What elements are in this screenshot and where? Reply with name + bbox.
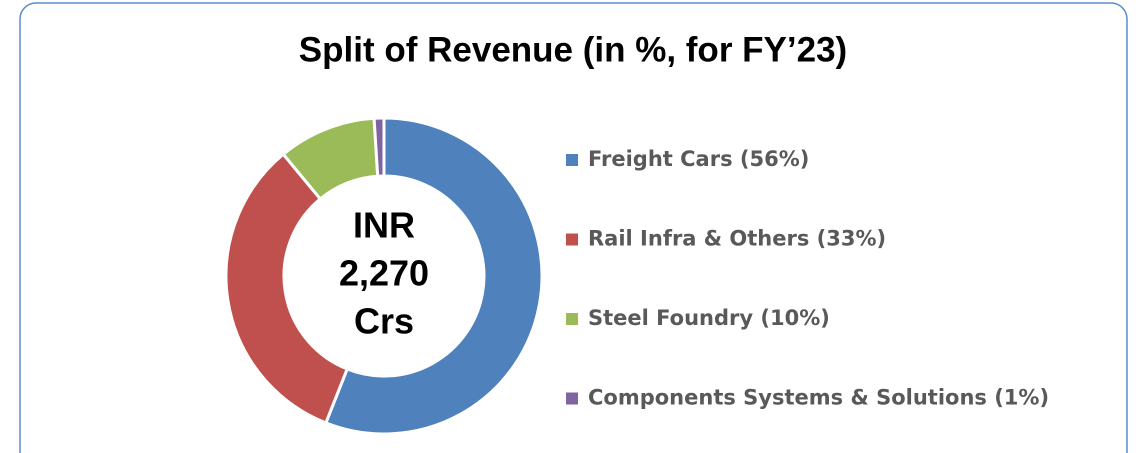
legend-label: Steel Foundry (10%) (588, 306, 830, 330)
donut-slice (372, 116, 386, 178)
chart-title: Split of Revenue (in %, for FY’23) (299, 30, 847, 69)
center-label: Crs (354, 301, 414, 342)
legend-swatch (566, 392, 578, 405)
legend-label: Components Systems & Solutions (1%) (588, 386, 1049, 410)
center-label: INR (353, 205, 415, 246)
legend-label: Rail Infra & Others (33%) (588, 227, 886, 251)
legend-swatch (566, 313, 578, 325)
legend-swatch (566, 154, 578, 166)
donut-slice (323, 116, 544, 436)
center-label: 2,270 (339, 253, 429, 294)
legend-label: Freight Cars (56%) (588, 147, 809, 171)
donut-slice (224, 152, 350, 425)
legend-swatch (566, 233, 578, 246)
